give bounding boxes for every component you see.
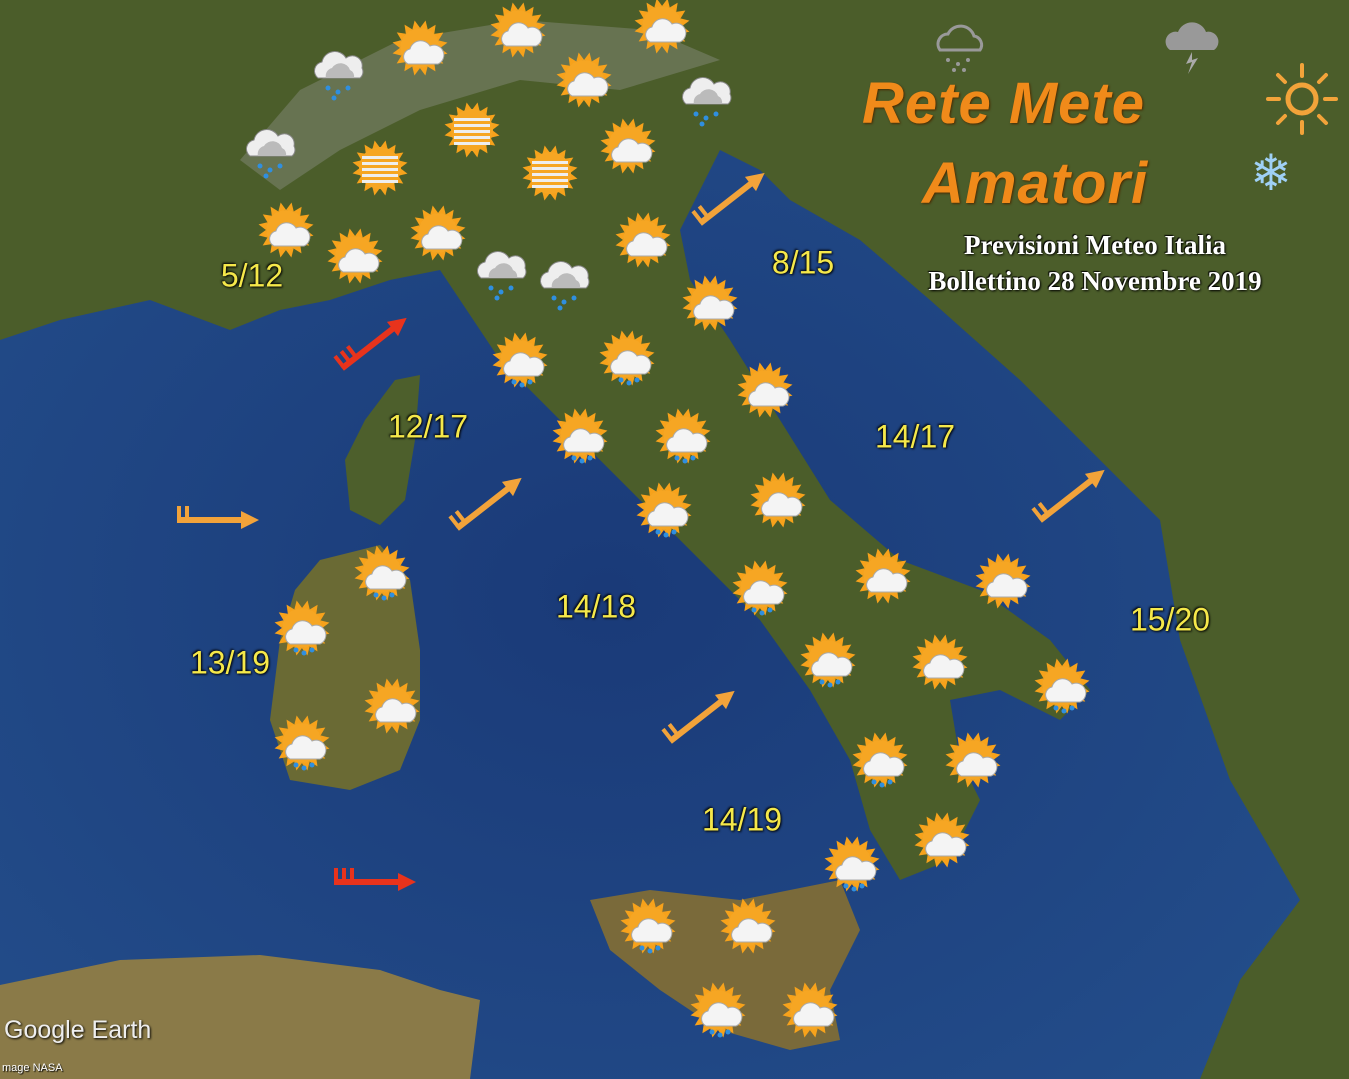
sun-cloud-icon xyxy=(611,210,675,274)
sun-cloud-icon xyxy=(851,546,915,610)
sun-cloud-icon xyxy=(552,50,616,114)
snowflake-logo-icon: ❄ xyxy=(1250,145,1292,201)
sun-cloud-icon xyxy=(746,470,810,534)
sun-cloud-rain-icon xyxy=(616,896,680,960)
sun-cloud-icon xyxy=(716,896,780,960)
temperature-label: 5/12 xyxy=(220,257,284,294)
sun-cloud-rain-icon xyxy=(350,543,414,607)
sun-cloud-icon xyxy=(406,203,470,267)
sun-cloud-rain-icon xyxy=(686,980,750,1044)
sun-logo-icon xyxy=(1266,63,1338,135)
sun-cloud-icon xyxy=(360,676,424,740)
temperature-label: 12/17 xyxy=(387,408,469,445)
image-credit: mage NASA xyxy=(2,1062,63,1074)
sun-cloud-icon xyxy=(254,200,318,264)
logo-amatori: Amatori xyxy=(922,151,1149,216)
temperature-label: 13/19 xyxy=(189,644,271,681)
wind-arrow-icon xyxy=(177,506,259,529)
thunder-cloud-logo-icon xyxy=(1165,22,1219,74)
temperature-label: 15/20 xyxy=(1129,601,1211,638)
logo-rete-meteo: Rete Mete xyxy=(862,71,1145,136)
sun-cloud-rain-icon xyxy=(728,558,792,622)
sun-cloud-rain-icon xyxy=(820,834,884,898)
sun-cloud-icon xyxy=(486,0,550,64)
cloud-rain-icon xyxy=(534,250,598,314)
cloud-rain-icon xyxy=(308,40,372,104)
temperature-label: 14/19 xyxy=(701,801,783,838)
temperature-label: 14/17 xyxy=(874,418,956,455)
sun-cloud-rain-icon xyxy=(632,480,696,544)
rain-cloud-logo-icon xyxy=(936,24,984,72)
wind-arrow-icon xyxy=(691,172,765,226)
sun-cloud-icon xyxy=(941,730,1005,794)
sun-cloud-icon xyxy=(323,226,387,290)
sun-cloud-rain-icon xyxy=(270,598,334,662)
sun-cloud-icon xyxy=(908,632,972,696)
fog-icon xyxy=(348,138,412,202)
cloud-rain-icon xyxy=(471,240,535,304)
sun-cloud-icon xyxy=(388,18,452,82)
land-corsica xyxy=(345,375,420,525)
sun-cloud-icon xyxy=(733,360,797,424)
wind-arrow-icon xyxy=(1031,469,1105,523)
wind-arrow-icon xyxy=(334,868,416,891)
wind-arrow-icon xyxy=(448,477,522,531)
sun-cloud-icon xyxy=(596,116,660,180)
land-africa xyxy=(0,955,480,1079)
sun-cloud-icon xyxy=(778,980,842,1044)
wind-arrow-icon xyxy=(333,317,407,371)
sun-cloud-icon xyxy=(910,810,974,874)
cloud-rain-icon xyxy=(676,66,740,130)
forecast-title: Previsioni Meteo Italia xyxy=(964,230,1226,260)
sun-cloud-rain-icon xyxy=(796,630,860,694)
sun-cloud-rain-icon xyxy=(651,406,715,470)
fog-icon xyxy=(440,100,504,164)
sun-cloud-rain-icon xyxy=(595,328,659,392)
sun-cloud-icon xyxy=(630,0,694,60)
sun-cloud-rain-icon xyxy=(548,406,612,470)
temperature-label: 14/18 xyxy=(555,588,637,625)
cloud-rain-icon xyxy=(240,118,304,182)
fog-icon xyxy=(518,143,582,207)
temperature-label: 8/15 xyxy=(771,244,835,281)
sun-cloud-rain-icon xyxy=(488,330,552,394)
sun-cloud-rain-icon xyxy=(848,730,912,794)
sun-cloud-rain-icon xyxy=(270,713,334,777)
google-earth-watermark: Google Earth xyxy=(4,1016,152,1044)
sun-cloud-rain-icon xyxy=(1030,656,1094,720)
sun-cloud-icon xyxy=(971,551,1035,615)
bulletin-date: Bollettino 28 Novembre 2019 xyxy=(928,266,1262,296)
wind-arrow-icon xyxy=(661,690,735,744)
sun-cloud-icon xyxy=(678,273,742,337)
